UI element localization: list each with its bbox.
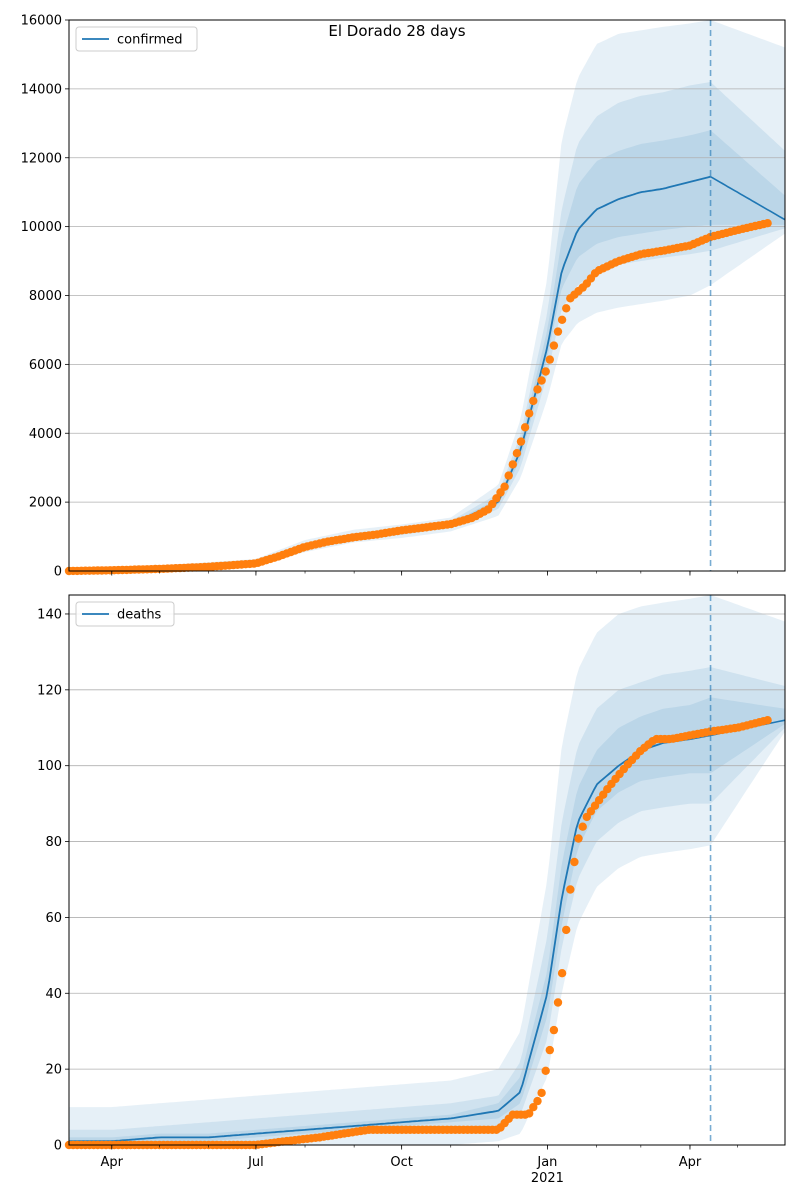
observed-point bbox=[525, 1109, 534, 1118]
axes-frame bbox=[68, 19, 786, 572]
observed-point bbox=[533, 385, 542, 394]
y-tick-label: 100 bbox=[37, 759, 62, 774]
legend: confirmed bbox=[75, 26, 198, 52]
observed-point bbox=[508, 460, 517, 469]
y-tick-label: 10000 bbox=[21, 220, 62, 235]
y-tick-label: 8000 bbox=[29, 289, 62, 304]
y-tick-label: 16000 bbox=[21, 14, 62, 29]
observed-point bbox=[549, 1025, 559, 1035]
observed-point bbox=[529, 1103, 538, 1112]
observed-point bbox=[562, 925, 571, 935]
observed-point bbox=[763, 716, 772, 725]
observed-point bbox=[496, 488, 505, 497]
observed-point bbox=[562, 304, 571, 313]
y-tick-label: 40 bbox=[45, 987, 62, 1002]
y-tick-label: 80 bbox=[45, 835, 62, 850]
model-line-forecast bbox=[710, 175, 786, 221]
observed-point bbox=[504, 471, 513, 480]
observed-point bbox=[512, 449, 522, 458]
observed-point bbox=[570, 857, 579, 867]
observed-point bbox=[533, 1096, 542, 1106]
x-tick-label: Oct bbox=[390, 1155, 412, 1170]
observed-point bbox=[553, 998, 563, 1007]
observed-point bbox=[553, 327, 563, 336]
observed-point bbox=[529, 396, 538, 406]
observed-point bbox=[578, 822, 587, 831]
observed-point bbox=[545, 355, 554, 364]
y-tick-label: 14000 bbox=[21, 82, 62, 97]
observed-point bbox=[545, 1045, 554, 1055]
axes-frame bbox=[68, 594, 786, 1146]
legend-box bbox=[75, 26, 198, 52]
observed-point bbox=[537, 376, 546, 385]
x-tick-label: Jul bbox=[247, 1155, 264, 1170]
model-line bbox=[69, 734, 712, 1143]
y-tick-label: 0 bbox=[54, 1139, 62, 1154]
observed-point bbox=[549, 341, 559, 350]
y-tick-label: 20 bbox=[45, 1063, 62, 1078]
observed-point bbox=[541, 1066, 550, 1076]
y-tick-label: 120 bbox=[37, 683, 62, 698]
y-tick-label: 4000 bbox=[29, 427, 62, 442]
uncertainty-band-1 bbox=[69, 595, 785, 1145]
y-tick-label: 2000 bbox=[29, 496, 62, 511]
legend-label: confirmed bbox=[117, 33, 183, 48]
figure-title: El Dorado 28 days bbox=[328, 22, 465, 40]
x-tick-label: Apr bbox=[101, 1155, 124, 1170]
observed-point bbox=[525, 409, 534, 418]
y-tick-label: 140 bbox=[37, 607, 62, 622]
x-tick-sublabel: 2021 bbox=[531, 1171, 564, 1186]
uncertainty-band-3 bbox=[69, 130, 785, 571]
observed-point bbox=[492, 494, 501, 503]
observed-point bbox=[537, 1088, 546, 1098]
legend-label: deaths bbox=[117, 608, 162, 623]
observed-point bbox=[516, 437, 526, 446]
observed-point bbox=[574, 834, 583, 843]
y-tick-label: 6000 bbox=[29, 358, 62, 373]
legend-box bbox=[75, 601, 175, 627]
y-tick-label: 12000 bbox=[21, 151, 62, 166]
observed-point bbox=[488, 499, 497, 509]
observed-point bbox=[520, 423, 530, 432]
y-tick-label: 0 bbox=[54, 565, 62, 580]
x-tick-label: Jan bbox=[536, 1155, 557, 1170]
confirmed-panel: 0 2000 4000 6000 8000 10000 12000 14000 16000 con… bbox=[21, 14, 786, 580]
observed-point bbox=[763, 219, 772, 228]
observed-point bbox=[557, 969, 567, 978]
y-tick-label: 60 bbox=[45, 911, 62, 926]
observed-point bbox=[566, 885, 575, 894]
uncertainty-band-3 bbox=[69, 697, 785, 1145]
observed-point bbox=[541, 367, 550, 376]
x-tick-label: Apr bbox=[679, 1155, 702, 1170]
observed-point bbox=[500, 482, 509, 491]
legend: deaths bbox=[75, 601, 175, 627]
observed-point bbox=[557, 315, 567, 324]
